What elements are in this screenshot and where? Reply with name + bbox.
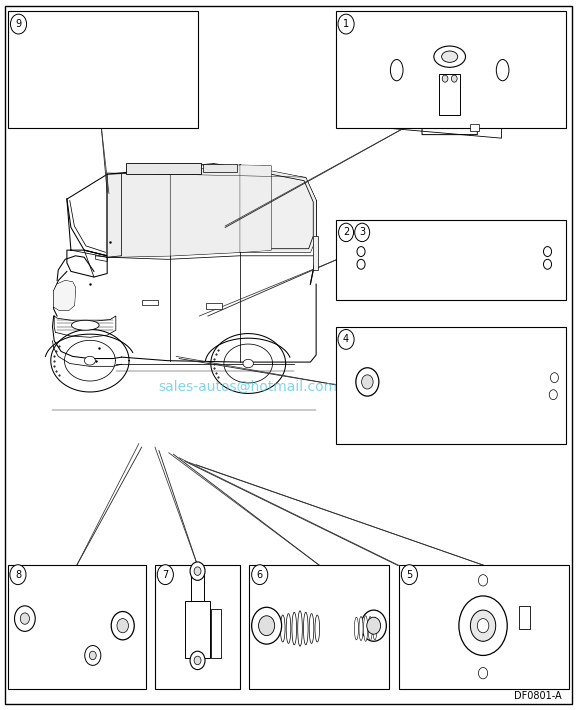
Circle shape xyxy=(89,651,96,660)
Ellipse shape xyxy=(373,617,377,640)
Circle shape xyxy=(158,564,173,584)
Circle shape xyxy=(451,75,457,82)
Circle shape xyxy=(356,368,379,396)
Bar xyxy=(8,11,197,129)
Bar xyxy=(439,75,460,116)
Ellipse shape xyxy=(298,611,302,646)
Ellipse shape xyxy=(496,60,509,81)
Circle shape xyxy=(478,667,488,679)
Ellipse shape xyxy=(84,356,95,365)
Text: 4: 4 xyxy=(343,334,349,344)
Polygon shape xyxy=(17,587,126,658)
Text: 5: 5 xyxy=(406,569,413,579)
Ellipse shape xyxy=(304,612,308,645)
Circle shape xyxy=(10,14,27,34)
Bar xyxy=(249,565,389,689)
Circle shape xyxy=(470,610,496,641)
Circle shape xyxy=(357,259,365,269)
Circle shape xyxy=(252,607,282,644)
Bar xyxy=(203,164,237,173)
Circle shape xyxy=(194,567,201,575)
Ellipse shape xyxy=(315,615,320,642)
Circle shape xyxy=(361,610,387,641)
Circle shape xyxy=(367,617,381,634)
Bar xyxy=(205,303,222,309)
Bar xyxy=(336,11,566,129)
Text: 9: 9 xyxy=(16,19,21,29)
Circle shape xyxy=(362,375,373,389)
Circle shape xyxy=(20,613,29,624)
Text: DF0801-A: DF0801-A xyxy=(514,691,562,701)
Ellipse shape xyxy=(309,613,314,643)
Circle shape xyxy=(252,564,268,584)
Circle shape xyxy=(258,616,275,635)
Circle shape xyxy=(190,562,205,580)
Text: 1: 1 xyxy=(343,19,349,29)
Polygon shape xyxy=(546,369,562,403)
Ellipse shape xyxy=(391,60,403,81)
Polygon shape xyxy=(240,165,316,252)
Ellipse shape xyxy=(368,616,372,640)
Polygon shape xyxy=(107,173,170,257)
Circle shape xyxy=(550,373,559,383)
Bar xyxy=(336,220,566,300)
Bar xyxy=(191,574,204,601)
Bar xyxy=(126,163,201,174)
Circle shape xyxy=(355,223,370,241)
Circle shape xyxy=(357,246,365,256)
Ellipse shape xyxy=(434,46,466,67)
Ellipse shape xyxy=(72,320,99,330)
Circle shape xyxy=(10,564,26,584)
Ellipse shape xyxy=(286,613,291,643)
Text: 7: 7 xyxy=(162,569,168,579)
Circle shape xyxy=(111,611,134,640)
Circle shape xyxy=(459,596,507,655)
Ellipse shape xyxy=(359,616,363,640)
Bar xyxy=(470,124,479,131)
Bar xyxy=(399,565,569,689)
Bar xyxy=(8,565,146,689)
Circle shape xyxy=(549,390,557,400)
Ellipse shape xyxy=(364,616,368,641)
Bar xyxy=(313,236,319,270)
Polygon shape xyxy=(54,280,76,310)
Circle shape xyxy=(194,656,201,665)
Circle shape xyxy=(442,75,448,82)
Bar xyxy=(142,300,158,305)
Bar xyxy=(519,606,530,629)
Text: 2: 2 xyxy=(343,227,349,237)
Circle shape xyxy=(338,14,354,34)
Ellipse shape xyxy=(292,612,297,645)
Bar xyxy=(185,601,210,657)
Ellipse shape xyxy=(280,615,285,642)
Circle shape xyxy=(477,618,489,633)
Ellipse shape xyxy=(243,359,253,368)
Polygon shape xyxy=(240,165,271,252)
Circle shape xyxy=(190,651,205,670)
Circle shape xyxy=(85,645,101,665)
Bar xyxy=(155,565,240,689)
Circle shape xyxy=(338,329,354,349)
Circle shape xyxy=(402,564,417,584)
Circle shape xyxy=(117,618,129,633)
Circle shape xyxy=(544,246,552,256)
Ellipse shape xyxy=(441,51,458,62)
Text: sales-autos@hotmail.com: sales-autos@hotmail.com xyxy=(159,380,338,394)
Circle shape xyxy=(478,574,488,586)
Text: 8: 8 xyxy=(15,569,21,579)
Circle shape xyxy=(14,606,35,631)
Circle shape xyxy=(339,223,354,241)
Text: 6: 6 xyxy=(257,569,263,579)
Text: 3: 3 xyxy=(359,227,365,237)
Polygon shape xyxy=(170,165,240,256)
Circle shape xyxy=(544,259,552,269)
Bar xyxy=(211,609,222,657)
Bar xyxy=(336,327,566,444)
Ellipse shape xyxy=(354,617,358,640)
